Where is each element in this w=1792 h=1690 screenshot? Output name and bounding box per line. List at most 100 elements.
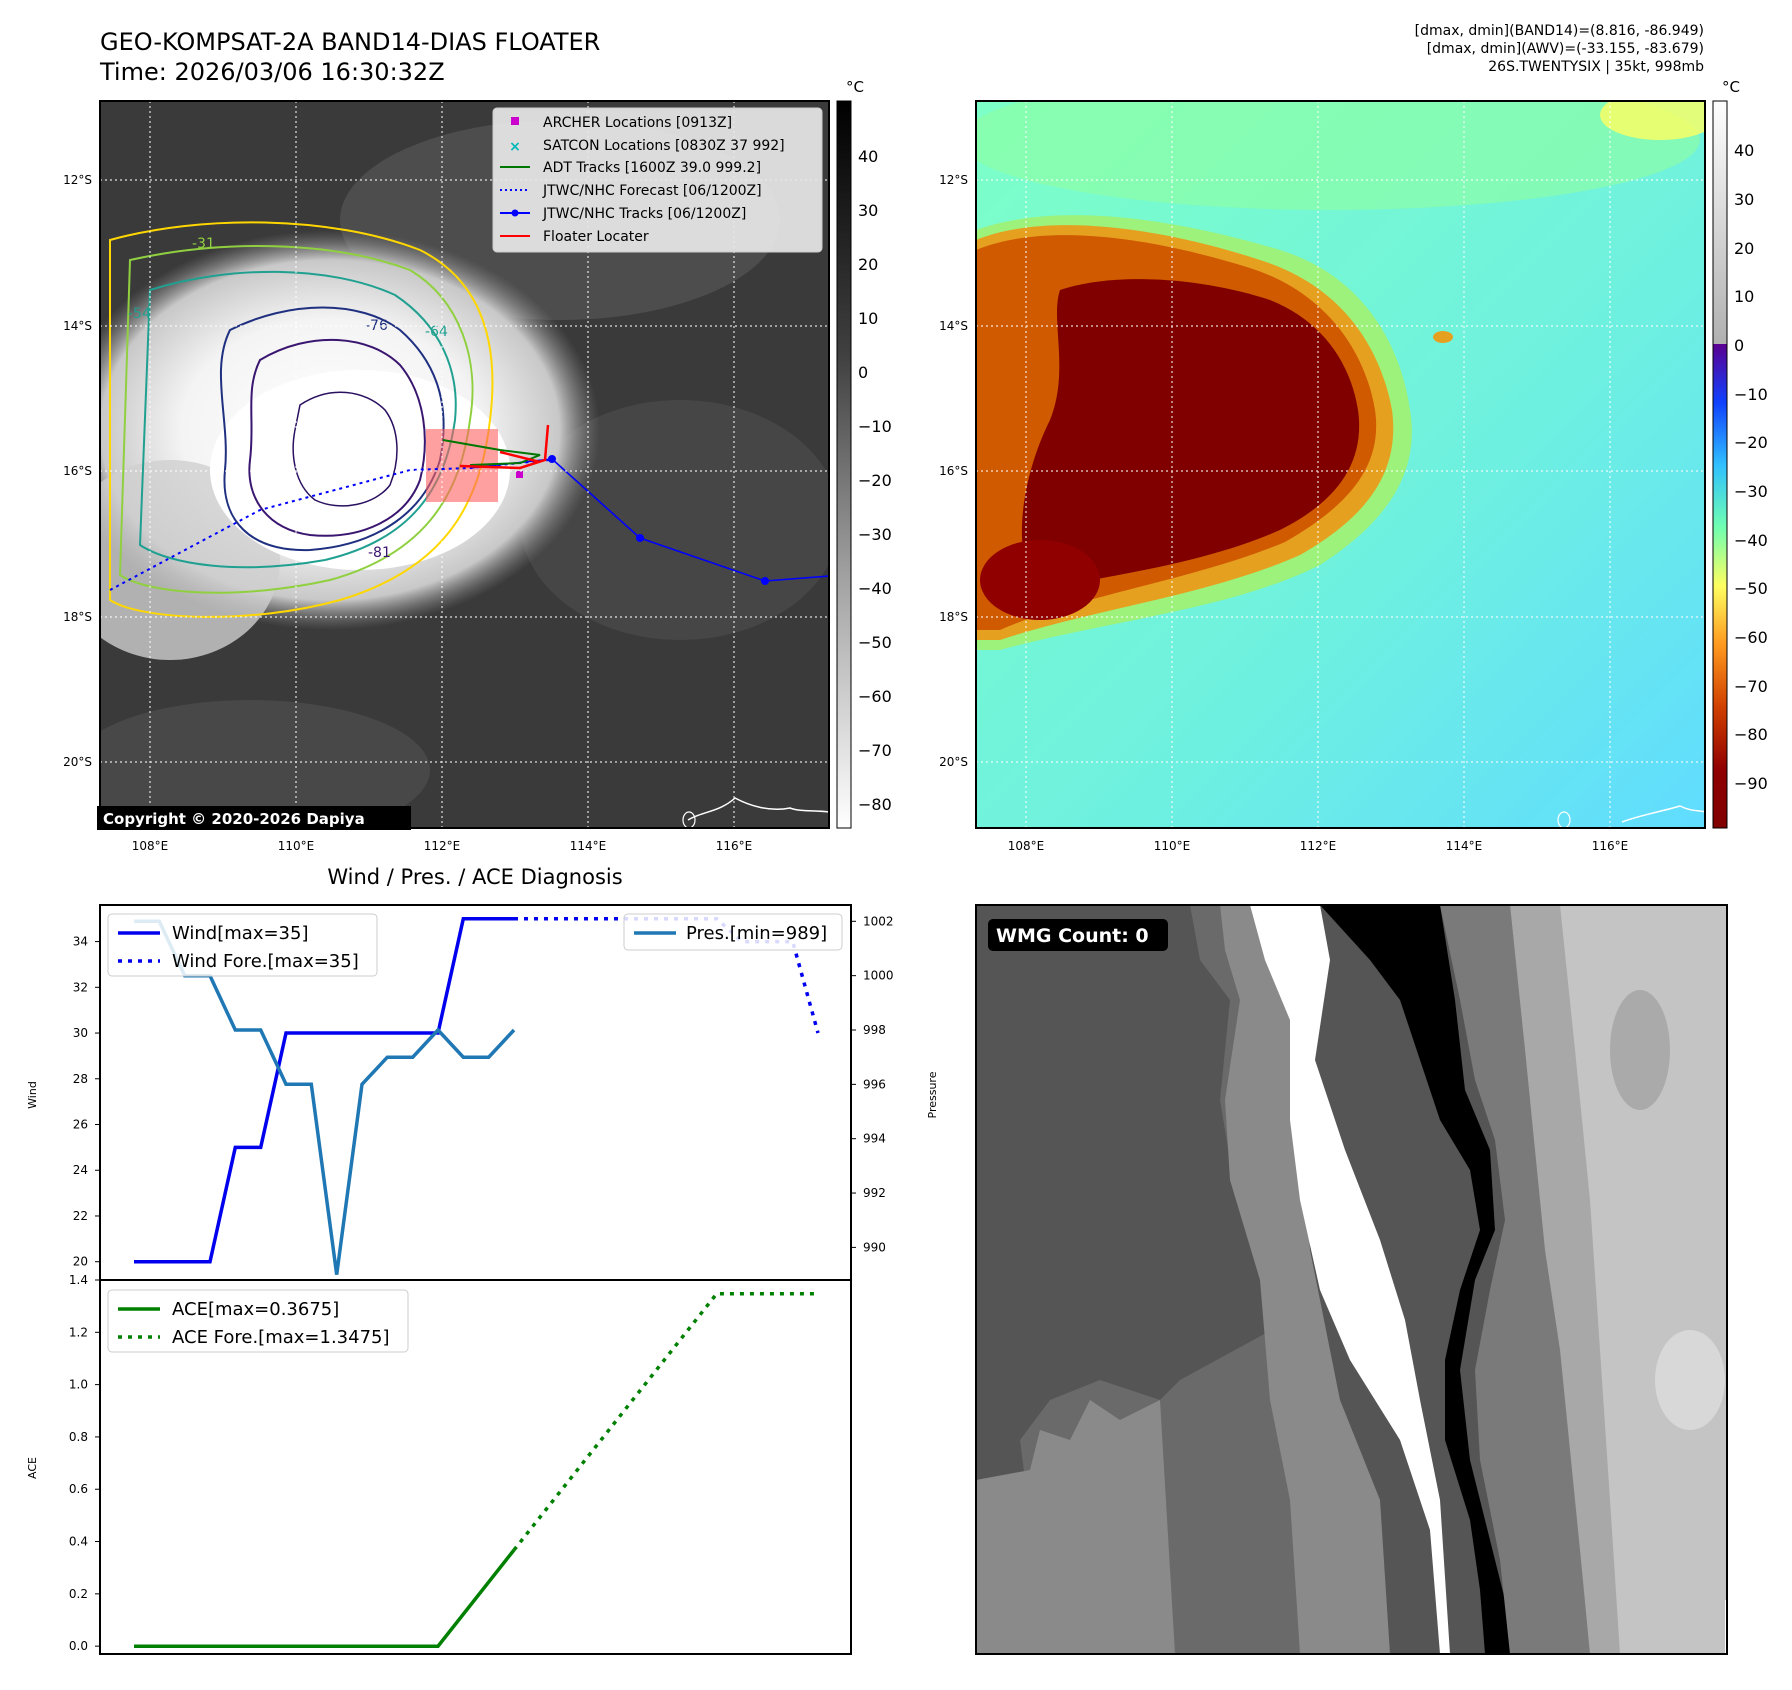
coastline bbox=[687, 797, 829, 821]
legend-pressure: Pres.[min=989] bbox=[686, 923, 827, 944]
legend-satcon: SATCON Locations [0830Z 37 992] bbox=[543, 138, 785, 154]
y-tick-label: 1002 bbox=[863, 914, 894, 928]
cb-right-tick: 40 bbox=[1734, 141, 1754, 160]
y-tick-label: 1.4 bbox=[69, 1273, 88, 1287]
legend-wind: Wind[max=35] bbox=[172, 923, 309, 944]
lon-tick-label: 114°E bbox=[570, 839, 607, 853]
cb-left-tick: 20 bbox=[858, 255, 878, 274]
info-storm-summary: 26S.TWENTYSIX | 35kt, 998mb bbox=[1488, 59, 1704, 75]
colorbar-right-ticks: 40 30 20 10 0 −10 −20 −30 −40 −50 −60 −7… bbox=[1734, 141, 1768, 793]
lat-tick-label: 20°S bbox=[939, 755, 968, 769]
map-frame bbox=[975, 100, 1706, 829]
y-tick-label: 26 bbox=[73, 1118, 88, 1132]
y-tick-label: 998 bbox=[863, 1023, 886, 1037]
cb-left-tick: −10 bbox=[858, 417, 892, 436]
satcon-legend-icon: × bbox=[509, 139, 521, 155]
track-point bbox=[761, 577, 769, 585]
y-tick-label: 992 bbox=[863, 1186, 886, 1200]
diagnosis-title: Wind / Pres. / ACE Diagnosis bbox=[327, 865, 622, 889]
wmg-count-text: WMG Count: 0 bbox=[996, 925, 1149, 947]
lon-axis-right: 108°E 110°E 112°E 114°E 116°E bbox=[1008, 839, 1629, 853]
y-tick-label: 32 bbox=[73, 980, 88, 994]
lat-tick-label: 12°S bbox=[63, 173, 92, 187]
map-frame bbox=[99, 100, 830, 829]
y-tick-label: 20 bbox=[73, 1255, 88, 1269]
legend-forecast: JTWC/NHC Forecast [06/1200Z] bbox=[542, 183, 762, 199]
map-legend: ARCHER Locations [0913Z] × SATCON Locati… bbox=[492, 107, 823, 253]
legend-floater: Floater Locater bbox=[543, 229, 649, 245]
y-tick-label: 990 bbox=[863, 1240, 886, 1254]
archer-legend-icon bbox=[511, 117, 519, 125]
cb-left-tick: −80 bbox=[858, 795, 892, 814]
floater-track bbox=[459, 424, 550, 470]
cb-left-tick: −70 bbox=[858, 741, 892, 760]
legend-tracks: JTWC/NHC Tracks [06/1200Z] bbox=[542, 206, 746, 222]
lon-axis-left: 108°E 110°E 112°E 114°E 116°E bbox=[132, 839, 753, 853]
cb-left-tick: −20 bbox=[858, 471, 892, 490]
lon-tick-label: 112°E bbox=[424, 839, 461, 853]
y-tick-label: 0.2 bbox=[69, 1587, 88, 1601]
cb-right-tick: −50 bbox=[1734, 579, 1768, 598]
cb-left-tick: 10 bbox=[858, 309, 878, 328]
coastline bbox=[682, 811, 696, 828]
y-tick-label: 0.6 bbox=[69, 1482, 88, 1496]
y-tick-label: 1.2 bbox=[69, 1325, 88, 1339]
wind-axis-label: Wind bbox=[26, 1081, 39, 1109]
cb-left-tick: −60 bbox=[858, 687, 892, 706]
legend-archer: ARCHER Locations [0913Z] bbox=[543, 115, 732, 131]
cb-right-tick: −60 bbox=[1734, 628, 1768, 647]
lon-tick-label: 116°E bbox=[716, 839, 753, 853]
map-gridlines bbox=[976, 101, 1705, 828]
coastline bbox=[1557, 811, 1571, 828]
diagnosis-panel: Wind / Pres. / ACE Diagnosis Wind Pressu… bbox=[26, 865, 939, 1655]
adt-track bbox=[442, 439, 541, 466]
copyright-badge bbox=[97, 806, 411, 830]
copyright-text: Copyright © 2020-2026 Dapiya bbox=[103, 810, 365, 828]
cb-right-tick: −20 bbox=[1734, 433, 1768, 452]
lon-tick-label: 114°E bbox=[1446, 839, 1483, 853]
cb-left-tick: −50 bbox=[858, 633, 892, 652]
cb-right-tick: −40 bbox=[1734, 531, 1768, 550]
info-block: [dmax, dmin](BAND14)=(8.816, -86.949) [d… bbox=[1415, 22, 1704, 76]
track-point bbox=[548, 455, 556, 463]
y-tick-label: 996 bbox=[863, 1077, 886, 1091]
lon-tick-label: 110°E bbox=[1154, 839, 1191, 853]
lon-tick-label: 116°E bbox=[1592, 839, 1629, 853]
lat-tick-label: 16°S bbox=[63, 464, 92, 478]
lat-tick-label: 14°S bbox=[939, 319, 968, 333]
cb-right-tick: −70 bbox=[1734, 677, 1768, 696]
y-tick-label: 1.0 bbox=[69, 1378, 88, 1392]
wmg-count-badge bbox=[988, 919, 1168, 951]
ace-y-ticks: 0.0 0.2 0.4 0.6 0.8 1.0 1.2 1.4 bbox=[69, 1273, 100, 1653]
colorbar-left-ticks: 40 30 20 10 0 −10 −20 −30 −40 −50 −60 −7… bbox=[858, 147, 892, 814]
figure-timestamp: Time: 2026/03/06 16:30:32Z bbox=[100, 58, 445, 86]
contour-label: -54 bbox=[128, 306, 151, 322]
legend-ace-fore: ACE Fore.[max=1.3475] bbox=[172, 1327, 390, 1348]
legend-ace: ACE[max=0.3675] bbox=[172, 1299, 339, 1320]
contour-label: -81 bbox=[368, 545, 391, 561]
ir-map-panel: -31 -54 -76 -64 -81 bbox=[63, 100, 830, 853]
wmg-panel: WMG Count: 0 bbox=[975, 904, 1728, 1655]
cb-left-tick: −40 bbox=[858, 579, 892, 598]
wind-y-ticks: 20 22 24 26 28 30 32 34 bbox=[73, 935, 100, 1269]
awv-cloud-cell bbox=[1433, 331, 1453, 343]
pressure-axis-label: Pressure bbox=[926, 1071, 939, 1118]
colorbar-unit: °C bbox=[1722, 78, 1740, 96]
cb-left-tick: −30 bbox=[858, 525, 892, 544]
ace-legend: ACE[max=0.3675] ACE Fore.[max=1.3475] bbox=[107, 1289, 409, 1353]
cb-left-tick: 30 bbox=[858, 201, 878, 220]
ace-series-line bbox=[134, 1548, 516, 1648]
lon-tick-label: 108°E bbox=[1008, 839, 1045, 853]
wind-series-line bbox=[134, 916, 514, 1264]
lat-tick-label: 18°S bbox=[63, 610, 92, 624]
lat-tick-label: 16°S bbox=[939, 464, 968, 478]
wind-legend: Wind[max=35] Wind Fore.[max=35] bbox=[107, 913, 378, 977]
y-tick-label: 24 bbox=[73, 1163, 88, 1177]
legend-wind-fore: Wind Fore.[max=35] bbox=[172, 951, 359, 972]
pressure-y-ticks: 990 992 994 996 998 1000 1002 bbox=[851, 914, 894, 1254]
lat-tick-label: 20°S bbox=[63, 755, 92, 769]
info-band14-range: [dmax, dmin](BAND14)=(8.816, -86.949) bbox=[1414, 23, 1704, 39]
y-tick-label: 0.0 bbox=[69, 1639, 88, 1653]
figure-title: GEO-KOMPSAT-2A BAND14-DIAS FLOATER bbox=[100, 28, 601, 56]
